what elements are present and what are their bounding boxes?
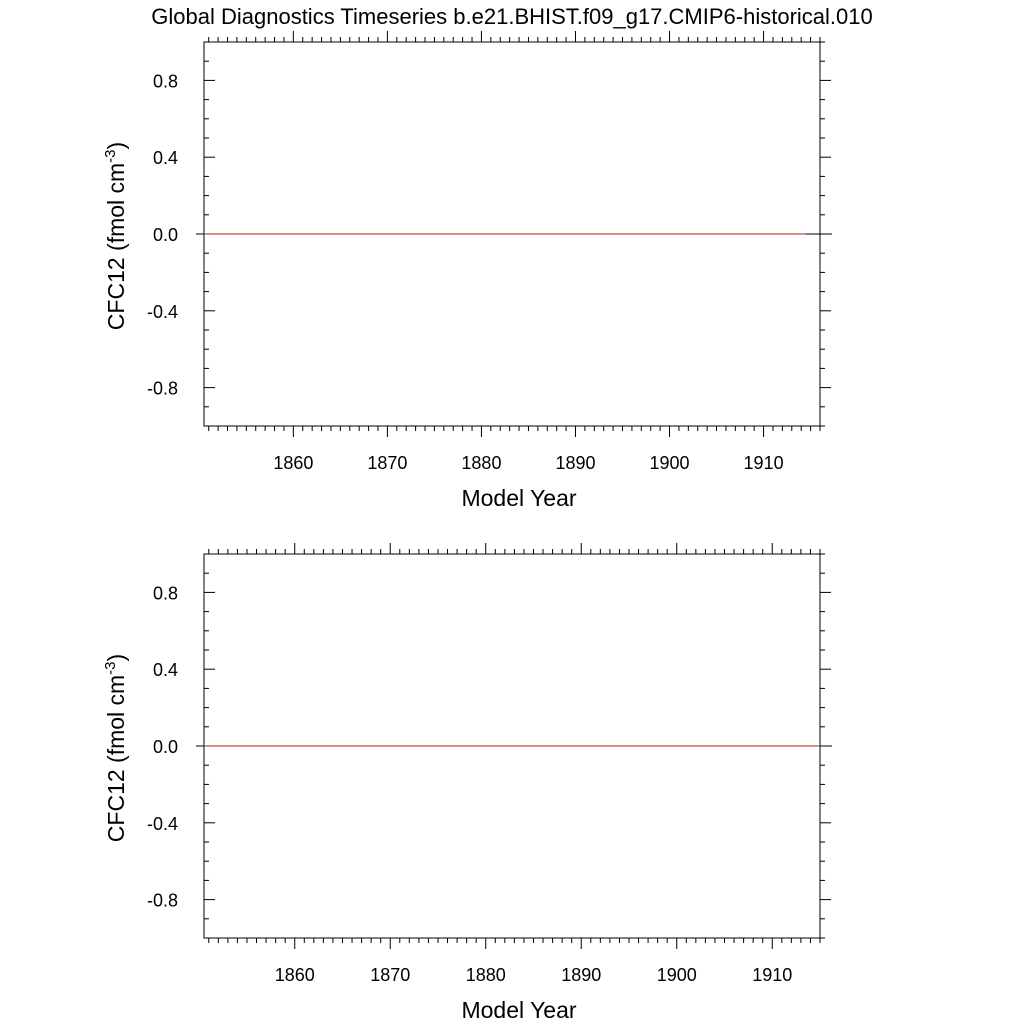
panel-bottom: 1860 1870 1880 1890 1900 1910 0.8 0.4 0.0 -0.4 -0.… [102,543,832,1023]
x-tick-label: 1880 [466,965,506,985]
x-axis-label: Model Year [461,485,576,511]
x-tick-label: 1880 [461,453,501,473]
x-tick-label: 1870 [370,965,410,985]
y-tick-label: 0.8 [153,71,178,91]
y-tick-label: -0.4 [147,302,178,322]
y-tick-label: 0.4 [153,148,178,168]
x-tick-label: 1910 [744,453,784,473]
x-axis-label: Model Year [461,997,576,1023]
y-tick-label: 0.4 [153,660,178,680]
x-tick-label: 1890 [561,965,601,985]
x-tick-label: 1860 [273,453,313,473]
figure-title: Global Diagnostics Timeseries b.e21.BHIS… [151,4,872,29]
panel-top: 1860 1870 1880 1890 1900 1910 0.8 0.4 0.0 -0.4 -0.… [102,31,832,511]
x-tick-label: 1900 [650,453,690,473]
x-tick-label: 1900 [657,965,697,985]
x-tick-label: 1890 [555,453,595,473]
y-tick-label: -0.4 [147,814,178,834]
y-tick-label: -0.8 [147,379,178,399]
x-tick-label: 1870 [367,453,407,473]
y-tick-label: 0.0 [153,225,178,245]
y-tick-label: -0.8 [147,891,178,911]
y-tick-label: 0.8 [153,583,178,603]
x-tick-label: 1860 [275,965,315,985]
y-axis-label: CFC12 (fmol cm-3) [102,654,129,842]
y-tick-label: 0.0 [153,737,178,757]
y-axis-label: CFC12 (fmol cm-3) [102,142,129,330]
x-tick-label: 1910 [752,965,792,985]
